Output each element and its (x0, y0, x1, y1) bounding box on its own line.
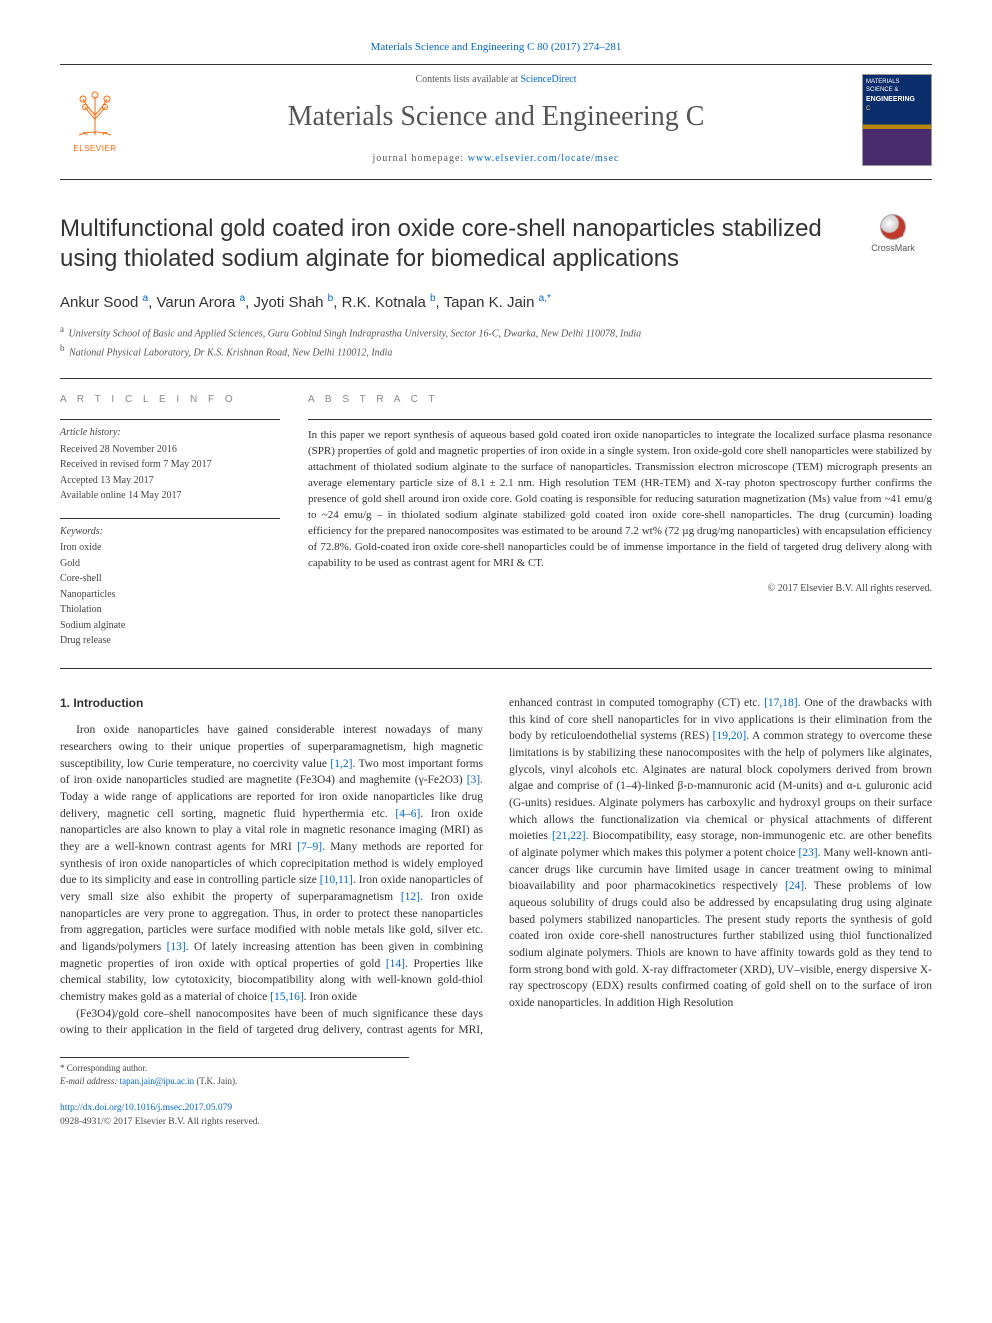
intro-paragraph-col1: Iron oxide nanoparticles have gained con… (60, 722, 483, 1005)
footer: http://dx.doi.org/10.1016/j.msec.2017.05… (60, 1102, 932, 1130)
cover-line2: SCIENCE & (866, 86, 928, 95)
cover-line1: MATERIALS (866, 78, 928, 87)
history-label: Article history: (60, 426, 280, 441)
citation-link[interactable]: [10,11] (320, 874, 353, 886)
citation-link[interactable]: [14] (386, 958, 405, 970)
contents-prefix: Contents lists available at (415, 74, 520, 85)
affiliation-line: a University School of Basic and Applied… (60, 323, 932, 341)
citation-link[interactable]: [3] (467, 774, 480, 786)
abstract: A B S T R A C T In this paper we report … (308, 393, 932, 650)
keyword: Thiolation (60, 603, 280, 618)
abstract-copyright: © 2017 Elsevier B.V. All rights reserved… (308, 582, 932, 597)
abstract-rule (308, 419, 932, 420)
history-line: Available online 14 May 2017 (60, 489, 280, 504)
author-list: Ankur Sood a, Varun Arora a, Jyoti Shah … (60, 292, 932, 314)
crossmark-icon (880, 214, 906, 240)
crossmark-label: CrossMark (871, 242, 915, 255)
email-label: E-mail address: (60, 1076, 117, 1086)
citation-link[interactable]: [15,16] (270, 991, 304, 1003)
citation-link[interactable]: [24] (785, 880, 804, 892)
corr-email-link[interactable]: tapan.jain@ipu.ac.in (120, 1076, 195, 1086)
keyword: Gold (60, 557, 280, 572)
corr-name: (T.K. Jain). (196, 1076, 237, 1086)
history-line: Received 28 November 2016 (60, 443, 280, 458)
corr-label: * Corresponding author. (60, 1063, 147, 1073)
elsevier-wordmark: ELSEVIER (73, 143, 116, 155)
header-center: Contents lists available at ScienceDirec… (130, 73, 862, 167)
citation-link[interactable]: [4–6] (395, 808, 420, 820)
title-block: Multifunctional gold coated iron oxide c… (60, 214, 932, 274)
affiliations: a University School of Basic and Applied… (60, 323, 932, 360)
history-line: Accepted 13 May 2017 (60, 474, 280, 489)
citation-link[interactable]: [17,18] (764, 697, 798, 709)
article-title: Multifunctional gold coated iron oxide c… (60, 214, 838, 274)
journal-header: ELSEVIER Contents lists available at Sci… (60, 65, 932, 180)
elsevier-tree-icon (67, 85, 123, 141)
journal-homepage-link[interactable]: www.elsevier.com/locate/msec (468, 153, 620, 164)
rule-above-info (60, 378, 932, 379)
crossmark-widget[interactable]: CrossMark (854, 214, 932, 255)
keyword: Iron oxide (60, 541, 280, 556)
history-lines: Received 28 November 2016Received in rev… (60, 443, 280, 504)
citation-link[interactable]: [19,20] (713, 730, 747, 742)
contents-lists-line: Contents lists available at ScienceDirec… (142, 73, 850, 88)
keywords-list: Iron oxideGoldCore-shellNanoparticlesThi… (60, 541, 280, 649)
elsevier-logo: ELSEVIER (60, 81, 130, 159)
issn-copyright-line: 0928-4931/© 2017 Elsevier B.V. All right… (60, 1116, 932, 1130)
corresponding-author-block: * Corresponding author. E-mail address: … (60, 1057, 409, 1088)
journal-reference: Materials Science and Engineering C 80 (… (60, 40, 932, 56)
citation-link[interactable]: [12] (401, 891, 420, 903)
sciencedirect-link[interactable]: ScienceDirect (520, 74, 576, 85)
history-line: Received in revised form 7 May 2017 (60, 458, 280, 473)
cover-sub: C (866, 105, 928, 114)
journal-title: Materials Science and Engineering C (142, 97, 850, 138)
keywords-label: Keywords: (60, 525, 280, 540)
abstract-text: In this paper we report synthesis of aqu… (308, 428, 932, 571)
affiliation-line: b National Physical Laboratory, Dr K.S. … (60, 342, 932, 360)
body-columns: 1. Introduction Iron oxide nanoparticles… (60, 695, 932, 1039)
article-info: A R T I C L E I N F O Article history: R… (60, 393, 280, 650)
keyword: Drug release (60, 634, 280, 649)
citation-link[interactable]: [23] (798, 847, 817, 859)
cover-line3: ENGINEERING (866, 95, 928, 105)
info-abstract-row: A R T I C L E I N F O Article history: R… (60, 393, 932, 669)
journal-cover-thumbnail: MATERIALS SCIENCE & ENGINEERING C (862, 74, 932, 166)
keyword: Nanoparticles (60, 588, 280, 603)
article-info-rule (60, 419, 280, 420)
citation-link[interactable]: [13] (167, 941, 186, 953)
citation-link[interactable]: [7–9] (297, 841, 322, 853)
doi-link[interactable]: http://dx.doi.org/10.1016/j.msec.2017.05… (60, 1103, 232, 1113)
abstract-heading: A B S T R A C T (308, 393, 932, 408)
keywords-rule (60, 518, 280, 519)
citation-link[interactable]: [1,2] (330, 758, 352, 770)
article-info-heading: A R T I C L E I N F O (60, 393, 280, 408)
section-1-heading: 1. Introduction (60, 695, 483, 712)
keyword: Core-shell (60, 572, 280, 587)
homepage-prefix: journal homepage: (373, 153, 468, 164)
keyword: Sodium alginate (60, 619, 280, 634)
citation-link[interactable]: [21,22] (552, 830, 586, 842)
journal-homepage-line: journal homepage: www.elsevier.com/locat… (142, 152, 850, 167)
